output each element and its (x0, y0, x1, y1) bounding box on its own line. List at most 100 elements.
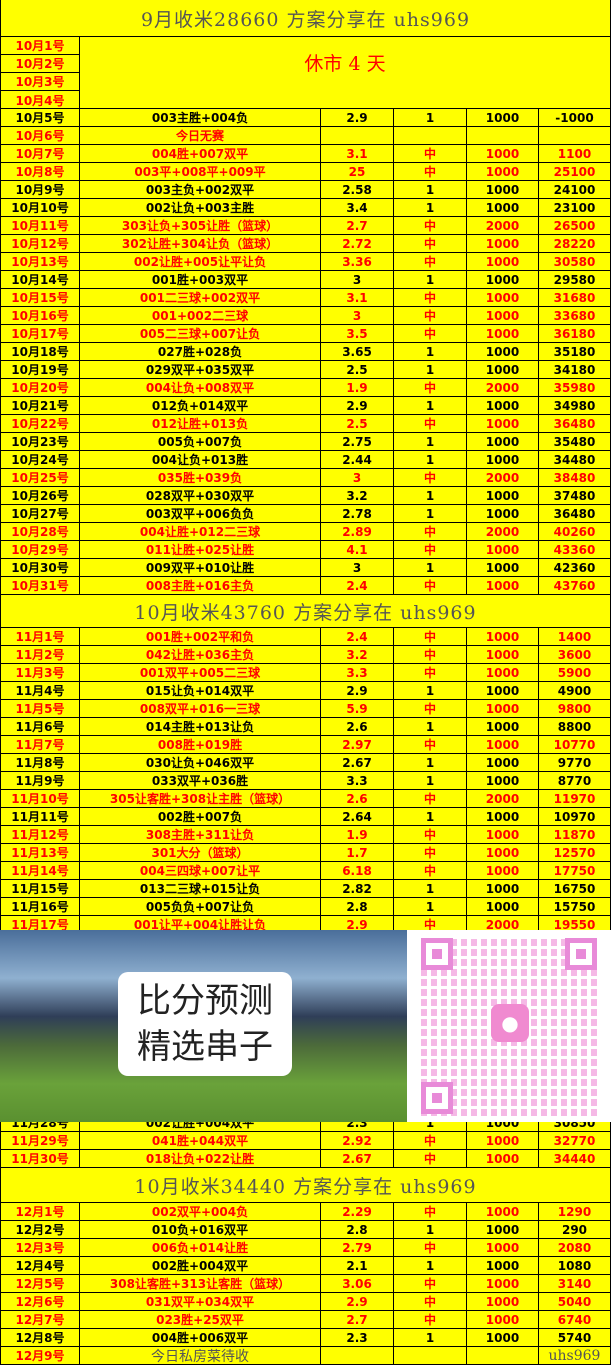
odds-cell: 3.3 (321, 664, 394, 681)
picks-cell: 029双平+035双平 (80, 361, 321, 378)
result-cell: 中 (394, 523, 467, 540)
table-row: 10月25号 035胜+039负 3 中 2000 38480 (1, 469, 611, 487)
date-cell: 11月2号 (1, 646, 80, 663)
stake-cell: 1000 (467, 451, 539, 468)
odds-cell: 2.9 (321, 1293, 394, 1310)
odds-cell: 2.72 (321, 235, 394, 252)
qr-code[interactable]: ● (407, 930, 611, 1122)
table-row: 10月22号 012让胜+013负 2.5 中 1000 36480 (1, 415, 611, 433)
result-cell: 中 (394, 844, 467, 861)
result-cell: 中 (394, 235, 467, 252)
stake-cell: 1000 (467, 181, 539, 198)
result-cell: 中 (394, 289, 467, 306)
date-cell: 10月8号 (1, 163, 80, 180)
stake-cell: 1000 (467, 898, 539, 915)
balance-cell: 8800 (539, 718, 611, 735)
odds-cell: 2.89 (321, 523, 394, 540)
table-row: 11月2号 042让胜+036主负 3.2 中 1000 3600 (1, 646, 611, 664)
stake-cell: 1000 (467, 808, 539, 825)
odds-cell: 2.75 (321, 433, 394, 450)
picks-cell: 001+002二三球 (80, 307, 321, 324)
stake-cell: 1000 (467, 1311, 539, 1328)
date-cell: 12月5号 (1, 1275, 80, 1292)
source-tag: uhs969 (539, 1347, 611, 1364)
result-cell: 1 (394, 682, 467, 699)
table-row: 11月12号 308主胜+311让负 1.9 中 1000 11870 (1, 826, 611, 844)
stake-cell: 1000 (467, 271, 539, 288)
result-cell: 中 (394, 145, 467, 162)
balance-cell: 35180 (539, 343, 611, 360)
odds-cell: 2.3 (321, 1329, 394, 1346)
picks-cell: 005负负+007让负 (80, 898, 321, 915)
date-cell: 11月11号 (1, 808, 80, 825)
picks-cell: 012负+014双平 (80, 397, 321, 414)
advertisement-banner[interactable]: 比分预测 精选串子 ● (0, 930, 611, 1122)
odds-cell: 2.4 (321, 628, 394, 645)
date-cell: 10月7号 (1, 145, 80, 162)
table-row: 11月29号 041胜+044双平 2.92 中 1000 32770 (1, 1132, 611, 1150)
date-cell: 11月5号 (1, 700, 80, 717)
result-cell: 中 (394, 700, 467, 717)
stake-cell: 2000 (467, 916, 539, 933)
odds-cell: 2.1 (321, 1257, 394, 1274)
balance-cell: 6740 (539, 1311, 611, 1328)
stake-cell: 2000 (467, 790, 539, 807)
table-row: 11月4号 015让负+014双平 2.9 1 1000 4900 (1, 682, 611, 700)
result-cell: 1 (394, 718, 467, 735)
stake-cell: 1000 (467, 862, 539, 879)
ad-text-box: 比分预测 精选串子 (118, 972, 292, 1076)
date-cell: 12月1号 (1, 1203, 80, 1220)
result-cell: 1 (394, 772, 467, 789)
result-cell: 1 (394, 487, 467, 504)
result-cell: 中 (394, 1132, 467, 1149)
balance-cell: 1100 (539, 145, 611, 162)
odds-cell: 3.65 (321, 343, 394, 360)
picks-cell: 002胜+007负 (80, 808, 321, 825)
balance-cell: 34980 (539, 397, 611, 414)
stake-cell: 1000 (467, 433, 539, 450)
balance-cell: 34440 (539, 1150, 611, 1167)
table-row: 11月8号 030让负+046双平 2.67 1 1000 9770 (1, 754, 611, 772)
odds-cell: 2.6 (321, 718, 394, 735)
date-cell: 10月18号 (1, 343, 80, 360)
date-cell: 12月9号 (1, 1347, 80, 1364)
result-cell: 中 (394, 916, 467, 933)
result-cell: 1 (394, 880, 467, 897)
table-row: 11月3号 001双平+005二三球 3.3 中 1000 5900 (1, 664, 611, 682)
table-row: 12月5号 308让客胜+313让客胜（篮球） 3.06 中 1000 3140 (1, 1275, 611, 1293)
date-cell: 11月4号 (1, 682, 80, 699)
date-cell: 11月8号 (1, 754, 80, 771)
stake-cell: 1000 (467, 664, 539, 681)
date-cell: 11月15号 (1, 880, 80, 897)
picks-cell: 008双平+016一三球 (80, 700, 321, 717)
result-cell: 中 (394, 217, 467, 234)
balance-cell: 5040 (539, 1293, 611, 1310)
date-cell: 10月13号 (1, 253, 80, 270)
stake-cell: 1000 (467, 307, 539, 324)
balance-cell: 30580 (539, 253, 611, 270)
date-cell: 10月5号 (1, 109, 80, 126)
date-cell: 11月29号 (1, 1132, 80, 1149)
date-cell: 10月10号 (1, 199, 80, 216)
table-row: 10月24号 004让负+013胜 2.44 1 1000 34480 (1, 451, 611, 469)
date-cell: 10月30号 (1, 559, 80, 576)
picks-cell: 002双平+004负 (80, 1203, 321, 1220)
balance-cell: 10970 (539, 808, 611, 825)
picks-cell: 301大分（篮球） (80, 844, 321, 861)
balance-cell: 11970 (539, 790, 611, 807)
balance-cell: 38480 (539, 469, 611, 486)
odds-cell: 2.4 (321, 577, 394, 594)
table-row: 10月12号 302让胜+304让负（篮球） 2.72 中 1000 28220 (1, 235, 611, 253)
odds-cell: 3 (321, 469, 394, 486)
table-row: 11月14号 004三四球+007让平 6.18 中 1000 17750 (1, 862, 611, 880)
date-cell: 10月23号 (1, 433, 80, 450)
odds-cell: 2.64 (321, 808, 394, 825)
date-cell: 10月26号 (1, 487, 80, 504)
picks-cell: 002胜+004双平 (80, 1257, 321, 1274)
odds-cell: 2.9 (321, 109, 394, 126)
picks-cell: 012让胜+013负 (80, 415, 321, 432)
balance-cell: 31680 (539, 289, 611, 306)
stake-cell: 2000 (467, 523, 539, 540)
picks-cell: 001双平+005二三球 (80, 664, 321, 681)
picks-cell: 011让胜+025让胜 (80, 541, 321, 558)
